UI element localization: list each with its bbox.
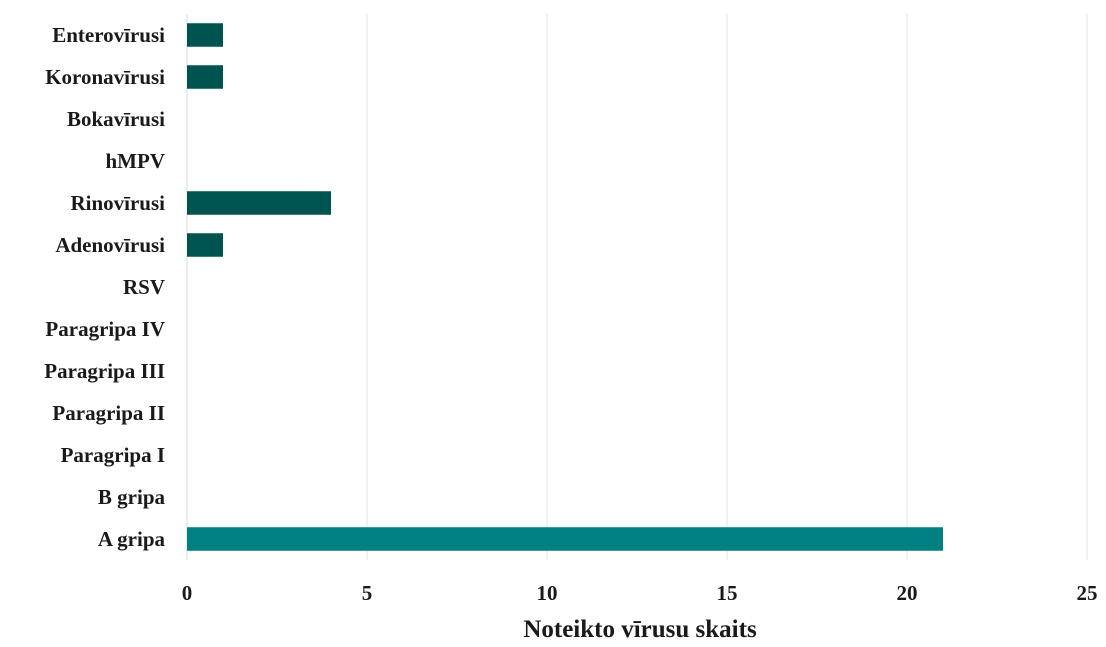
category-label: Koronavīrusi: [45, 65, 165, 89]
bar: [187, 527, 943, 551]
bar: [187, 65, 223, 89]
category-label: Rinovīrusi: [70, 191, 165, 215]
category-label: Paragripa I: [61, 443, 165, 467]
category-label: A gripa: [98, 527, 166, 551]
x-tick-label: 20: [897, 581, 918, 605]
x-tick-labels: 0 5 10 15 20 25: [182, 581, 1098, 605]
category-label: Bokavīrusi: [67, 107, 165, 131]
category-labels: Enterovīrusi Koronavīrusi Bokavīrusi hMPV Ri…: [44, 23, 165, 551]
category-label: Enterovīrusi: [52, 23, 165, 47]
x-tick-label: 15: [717, 581, 738, 605]
bar: [187, 233, 223, 257]
x-axis-title: Noteikto vīrusu skaits: [523, 616, 757, 643]
category-label: Adenovīrusi: [55, 233, 165, 257]
x-tick-label: 5: [362, 581, 373, 605]
x-tick-label: 10: [537, 581, 558, 605]
category-label: Paragripa II: [52, 401, 165, 425]
bar: [187, 191, 331, 215]
gridlines: [186, 14, 1088, 560]
category-label: Paragripa IV: [45, 317, 165, 341]
category-label: hMPV: [106, 149, 166, 173]
x-tick-label: 25: [1077, 581, 1098, 605]
category-label: B gripa: [98, 485, 166, 509]
x-tick-label: 0: [182, 581, 193, 605]
category-label: RSV: [123, 275, 165, 299]
category-label: Paragripa III: [44, 359, 165, 383]
bar: [187, 23, 223, 47]
bars: [187, 23, 943, 551]
